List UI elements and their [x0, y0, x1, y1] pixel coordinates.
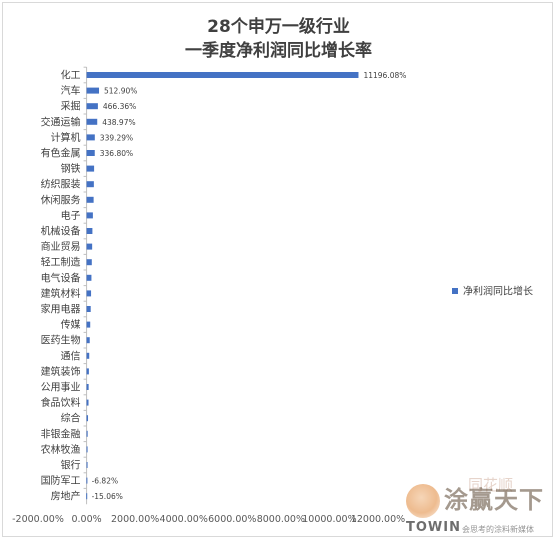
x-tick-label: -2000.00% [12, 514, 64, 525]
data-label: -6.82% [92, 477, 119, 486]
watermark-brand-en: TOWIN [406, 520, 461, 535]
legend-swatch [452, 288, 458, 294]
category-label: 机械设备 [41, 225, 81, 238]
chart-title-line2: 一季度净利润同比增长率 [185, 41, 372, 61]
bar [86, 321, 91, 328]
bar [86, 274, 92, 281]
category-label: 电子 [61, 209, 81, 222]
watermark: 同花顺 涂赢天下 TOWIN 会思考的涂料新媒体 [400, 476, 552, 536]
category-label: 医药生物 [41, 334, 81, 347]
bar [86, 196, 94, 203]
watermark-brand: 涂赢天下 [444, 486, 544, 514]
bar [86, 228, 93, 234]
category-label: 传媒 [61, 319, 81, 331]
category-label: 非银金融 [41, 427, 81, 440]
category-label: 采掘 [61, 100, 81, 113]
bar [86, 462, 88, 468]
data-label: -15.06% [92, 492, 123, 501]
bar [86, 118, 98, 125]
bar [86, 181, 94, 188]
data-label: 336.80% [100, 149, 133, 158]
bar [86, 165, 95, 172]
category-label: 轻工制造 [41, 256, 81, 269]
bar [86, 134, 95, 141]
category-label: 化工 [61, 69, 81, 82]
bar [86, 243, 93, 250]
category-label: 公用事业 [41, 381, 81, 394]
category-label: 综合 [61, 412, 81, 425]
category-label: 银行 [61, 459, 81, 472]
data-label: 339.29% [100, 133, 133, 142]
category-label: 食品饮料 [41, 396, 81, 409]
bar [86, 306, 91, 312]
bar [86, 150, 95, 156]
category-label: 国防军工 [41, 474, 81, 487]
bar [86, 446, 88, 453]
category-label: 房地产 [51, 490, 81, 503]
data-label: 512.90% [104, 87, 137, 96]
bar [86, 352, 90, 359]
category-label: 建筑材料 [41, 287, 81, 300]
data-label: 438.97% [102, 118, 135, 127]
bar [86, 399, 89, 406]
x-tick-label: 4000.00% [160, 514, 208, 525]
x-tick-label: 6000.00% [208, 514, 256, 525]
x-tick-label: 12000.00% [351, 514, 405, 525]
category-label: 商业贸易 [41, 240, 81, 253]
category-label: 电气设备 [41, 271, 81, 284]
bar [86, 103, 98, 110]
bar [86, 493, 88, 500]
category-label: 家用电器 [41, 303, 81, 316]
category-label: 休闲服务 [41, 193, 81, 206]
watermark-slogan: 会思考的涂料新媒体 [462, 525, 534, 534]
bar [86, 384, 89, 390]
bar [86, 259, 92, 266]
chart-frame [2, 2, 553, 537]
bar [86, 87, 100, 94]
category-label: 交通运输 [41, 115, 81, 128]
bar [86, 477, 88, 484]
category-label: 计算机 [51, 131, 81, 144]
watermark-logo-icon [406, 484, 440, 518]
bar [86, 337, 90, 344]
x-tick-label: 8000.00% [257, 514, 305, 525]
category-label: 纺织服装 [41, 178, 81, 191]
bar [86, 415, 89, 422]
x-tick-label: 0.00% [71, 514, 101, 525]
data-label: 11196.08% [363, 71, 406, 80]
category-label: 建筑装饰 [41, 365, 81, 378]
watermark-faint-text: 同花顺 [468, 476, 514, 494]
category-label: 农林牧渔 [41, 443, 81, 456]
category-label: 钢铁 [61, 162, 81, 175]
category-label: 汽车 [61, 84, 81, 97]
legend-label: 净利润同比增长 [463, 285, 533, 298]
data-label: 466.36% [103, 102, 136, 111]
x-tick-label: 2000.00% [111, 514, 159, 525]
bar [86, 290, 92, 297]
bar [86, 430, 88, 437]
chart-title-line1: 28个申万一级行业 [207, 17, 350, 37]
bar [86, 368, 89, 375]
category-label: 通信 [61, 350, 81, 362]
category-label: 有色金属 [41, 147, 81, 160]
bar [86, 72, 359, 78]
bar [86, 212, 93, 219]
x-tick-label: 10000.00% [302, 514, 356, 525]
